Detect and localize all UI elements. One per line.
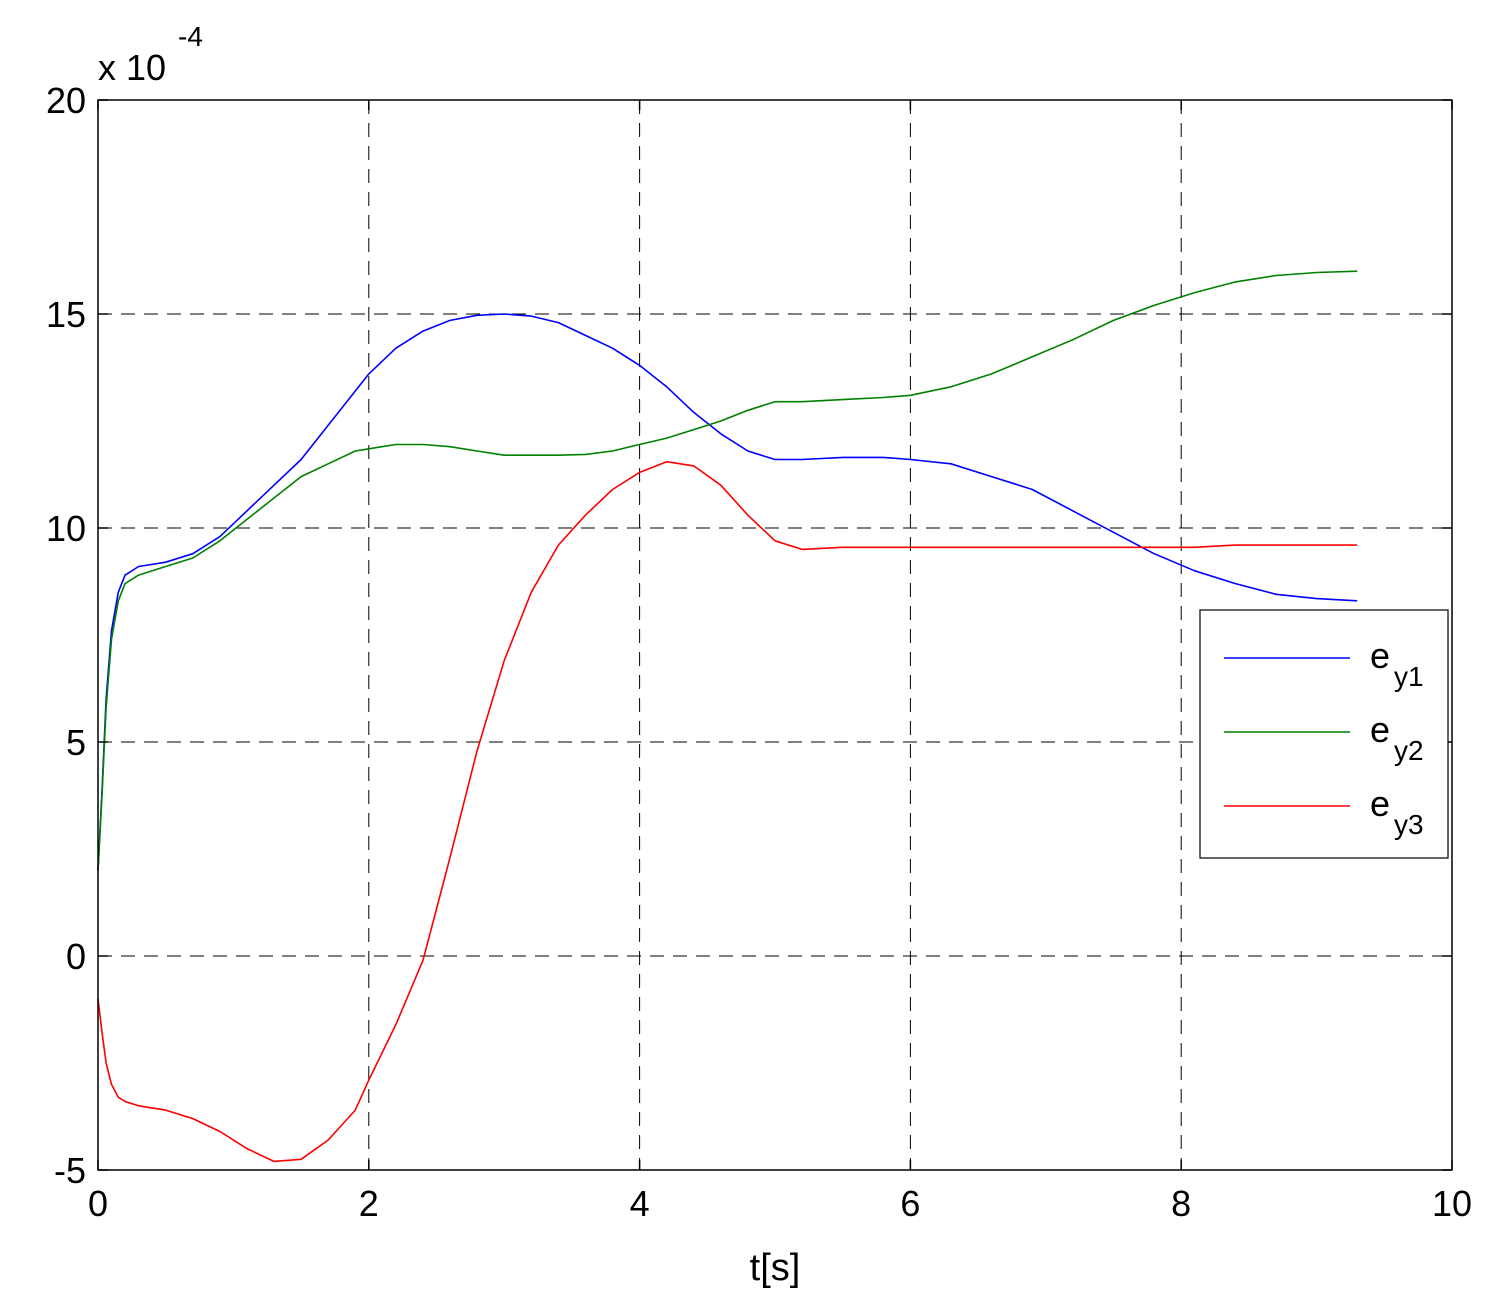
plot-frame	[97, 99, 1453, 1171]
series-line-y3	[97, 460, 1358, 1163]
legend-label-y2: e	[1370, 709, 1390, 750]
legend-subscript-y2: y2	[1394, 735, 1424, 766]
legend-label-y3: e	[1370, 783, 1390, 824]
y-exponent-power: -4	[178, 21, 203, 52]
x-tick-label: 2	[359, 1183, 379, 1224]
series-lines	[97, 270, 1358, 1163]
series-line-y1	[97, 313, 1358, 871]
y-tick-label: 0	[66, 936, 86, 977]
legend-box	[1199, 609, 1449, 859]
x-tick-label: 6	[900, 1183, 920, 1224]
y-tick-label: 5	[66, 722, 86, 763]
y-tick-label: 15	[46, 294, 86, 335]
x-axis-title: t[s]	[750, 1247, 801, 1289]
legend-subscript-y3: y3	[1394, 809, 1424, 840]
legend-label-y1: e	[1370, 635, 1390, 676]
y-tick-label: -5	[54, 1150, 86, 1191]
x-tick-label: 8	[1171, 1183, 1191, 1224]
x-tick-label: 4	[630, 1183, 650, 1224]
x-tick-label: 10	[1432, 1183, 1472, 1224]
series-line-y2	[97, 270, 1358, 871]
y-tick-label: 20	[46, 80, 86, 121]
x-tick-label: 0	[88, 1183, 108, 1224]
y-exponent-label: x 10	[98, 47, 166, 88]
y-tick-label: 10	[46, 508, 86, 549]
legend-subscript-y1: y1	[1394, 661, 1424, 692]
